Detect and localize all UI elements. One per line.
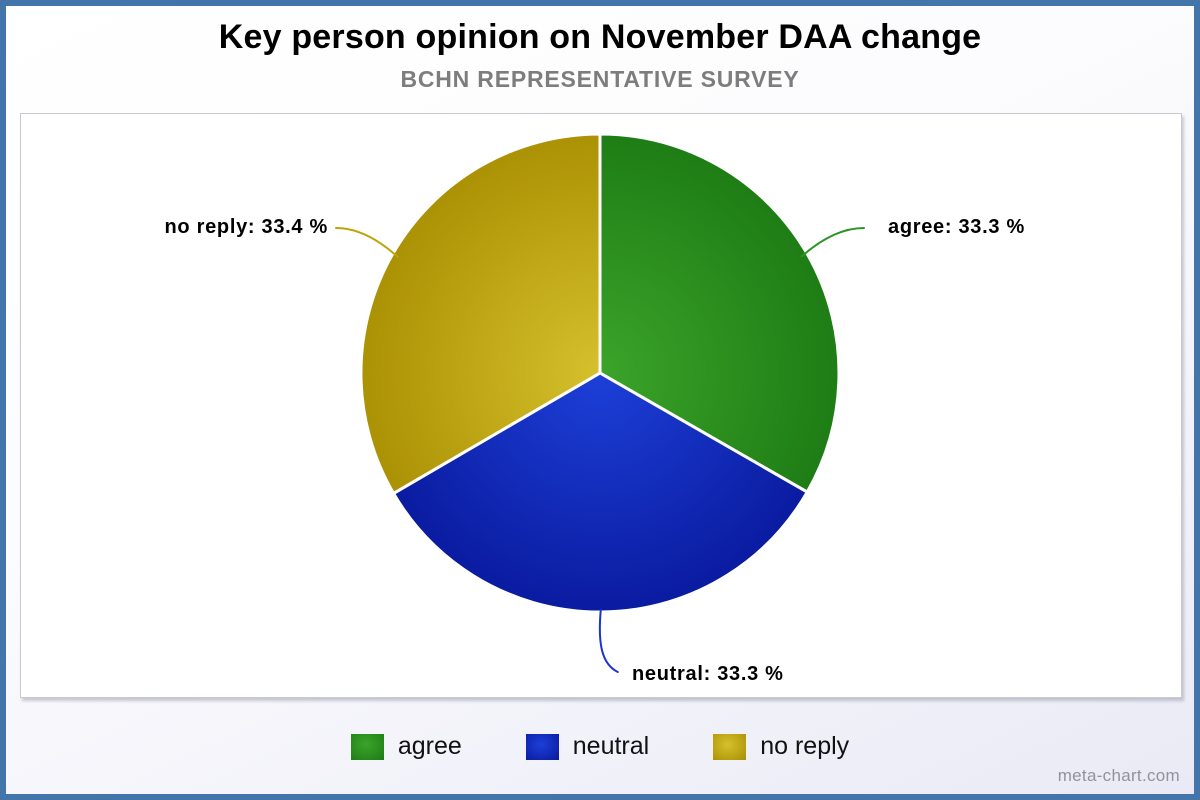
legend-swatch-no-reply <box>713 733 747 760</box>
chart-title: Key person opinion on November DAA chang… <box>218 18 982 56</box>
legend-item-neutral: neutral <box>525 732 650 761</box>
legend-swatch-neutral <box>525 733 559 760</box>
watermark: meta-chart.com <box>1057 766 1180 785</box>
legend-item-agree: agree <box>350 732 462 761</box>
legend-label-neutral: neutral <box>572 732 650 760</box>
legend-item-no-reply: no reply <box>713 732 849 761</box>
chart-subtitle: BCHN REPRESENTATIVE SURVEY <box>400 66 800 92</box>
legend-label-agree: agree <box>397 732 462 760</box>
callout-label-no-reply: no reply: 33.4 % <box>164 216 328 238</box>
callout-label-agree: agree: 33.3 % <box>888 216 1025 238</box>
legend-label-no-reply: no reply <box>760 732 850 760</box>
chart-panel <box>20 113 1182 698</box>
callout-label-neutral: neutral: 33.3 % <box>632 663 784 685</box>
chart-legend: agree neutral no reply <box>6 732 1194 761</box>
legend-swatch-agree <box>350 733 384 760</box>
